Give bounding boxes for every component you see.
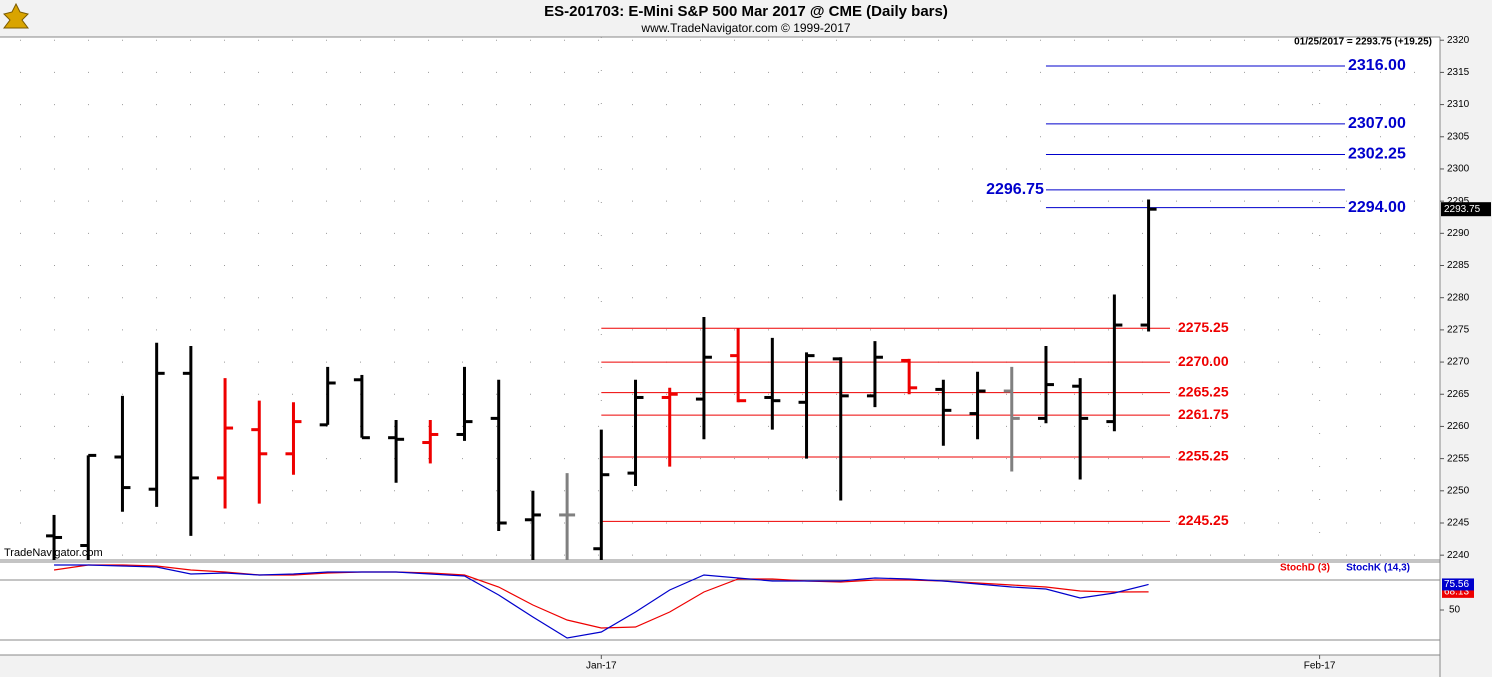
header-bg [0,0,1492,37]
stoch-line [53,564,1149,629]
subtitle: www.TradeNavigator.com © 1999-2017 [640,21,850,35]
legend-entry: StochK (14,3) [1346,563,1410,574]
y-tick-label: 2320 [1447,35,1470,46]
level-label: 2255.25 [1178,448,1229,464]
y-tick-label: 2265 [1447,389,1470,400]
y-tick-label: 2275 [1447,325,1470,336]
y-tick-label: 2270 [1447,357,1470,368]
level-label: 2261.75 [1178,406,1229,422]
level-label: 2245.25 [1178,512,1229,528]
quote: 01/25/2017 = 2293.75 (+19.25) [1294,37,1432,48]
last-price: 2293.75 [1444,204,1481,215]
logo [3,2,29,29]
axes: 2240 2245 2250 2255 2260 2265 2270 2275 2280 2285… [586,35,1491,672]
level-label: 2296.75 [986,181,1044,198]
y-tick-label: 2285 [1447,260,1470,271]
level-label: 2294.00 [1348,199,1406,216]
y-tick-label: 2245 [1447,518,1470,529]
date-axis-bg [0,655,1440,677]
y-tick-label: 2310 [1447,99,1470,110]
y-tick-label: 2240 [1447,550,1470,561]
y-tick-label: 2280 [1447,292,1470,303]
x-tick-label: Feb-17 [1304,661,1336,672]
stoch-line [54,564,1149,639]
level-label: 2265.25 [1178,383,1229,399]
y-tick-label: 50 [1449,605,1461,616]
price-panel [0,37,1440,560]
level-label: 2302.25 [1348,146,1406,163]
legend-entry: StochD (3) [1280,563,1330,574]
y-tick-label: 2260 [1447,421,1470,432]
level-label: 2270.00 [1178,353,1229,369]
y-tick-label: 2255 [1447,453,1470,464]
last-value: 68.13 [1444,587,1469,598]
level-label: 2316.00 [1348,57,1406,74]
level-label: 2275.25 [1178,319,1229,335]
x-tick-label: Jan-17 [586,661,617,672]
y-tick-label: 2290 [1447,228,1470,239]
axis-bg [1440,37,1492,677]
y-tick-label: 2250 [1447,485,1470,496]
last-value: 75.56 [1444,579,1469,590]
last-value-box [1442,578,1474,591]
level-label: 2307.00 [1348,115,1406,132]
last-price-box [1441,202,1491,217]
y-tick-label: 2305 [1447,131,1470,142]
title: ES-201703: E-Mini S&P 500 Mar 2017 @ CME… [544,3,948,20]
y-tick-label: 2295 [1447,196,1470,207]
y-tick-label: 2300 [1447,164,1470,175]
y-tick-label: 2315 [1447,67,1470,78]
stoch-panel [0,564,1440,641]
